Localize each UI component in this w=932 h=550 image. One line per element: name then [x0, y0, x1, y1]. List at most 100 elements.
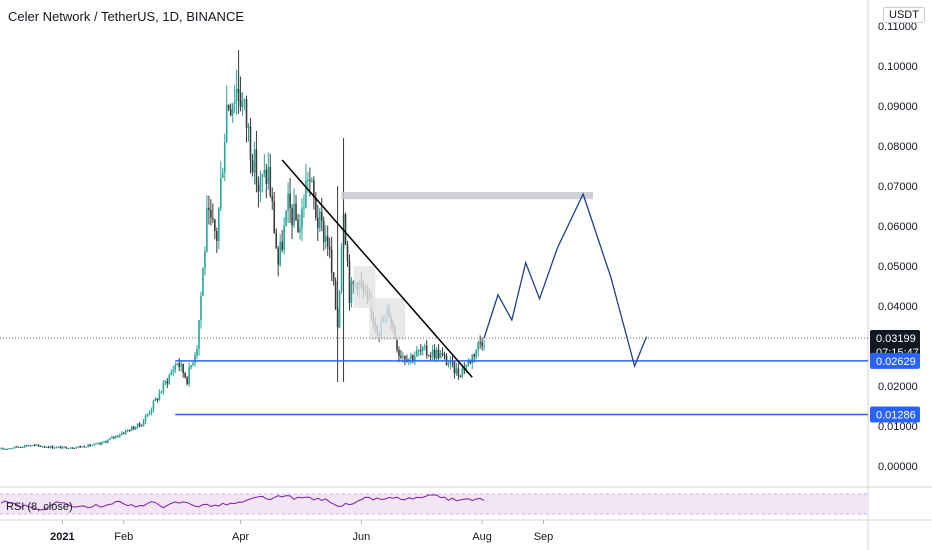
candle-body: [291, 207, 293, 226]
candle: [25, 444, 28, 447]
candle: [265, 163, 268, 199]
candle-body: [120, 433, 123, 435]
candle-body: [35, 444, 38, 446]
candle-body: [146, 414, 149, 417]
candle: [35, 443, 38, 446]
candle: [416, 345, 418, 357]
candle: [113, 436, 115, 440]
candle-body: [122, 433, 125, 435]
candle: [162, 380, 165, 396]
candle-body: [69, 447, 72, 449]
candle-body: [200, 295, 202, 321]
candle: [53, 446, 56, 449]
candle: [156, 398, 159, 403]
candle-body: [79, 446, 81, 448]
currency-button[interactable]: USDT: [883, 7, 925, 23]
candle: [204, 246, 206, 276]
candle-body: [12, 447, 14, 449]
candle: [465, 364, 468, 374]
candle: [326, 225, 329, 257]
candle: [71, 446, 74, 449]
candle: [142, 418, 145, 427]
candle: [14, 446, 16, 449]
candle: [346, 240, 349, 267]
candle: [340, 243, 343, 295]
candle: [408, 358, 410, 366]
candle: [188, 362, 190, 387]
candle: [79, 445, 81, 449]
candle: [23, 444, 26, 449]
candle: [115, 435, 117, 439]
candle-body: [311, 180, 313, 182]
candle-body: [57, 446, 60, 448]
candle-body: [229, 109, 232, 116]
candle: [111, 435, 113, 439]
candle: [146, 413, 149, 418]
candle-body: [414, 356, 416, 361]
candle-body: [332, 272, 335, 282]
candle: [467, 358, 470, 367]
candle-body: [481, 342, 483, 347]
candle: [449, 356, 452, 370]
candle: [253, 141, 256, 185]
candle: [241, 91, 244, 116]
candle: [271, 187, 274, 210]
candle: [475, 349, 477, 360]
candle-body: [33, 445, 36, 447]
candle-body: [324, 235, 327, 243]
candle-body: [429, 356, 432, 358]
candle: [283, 217, 285, 255]
candle: [152, 399, 155, 413]
candle: [469, 359, 472, 365]
candle-body: [281, 241, 283, 250]
candle: [51, 445, 54, 449]
candle-body: [320, 211, 323, 221]
y-tick-label: 0.08000: [878, 141, 918, 153]
candle-body: [449, 360, 452, 364]
candle-body: [41, 446, 44, 448]
candle-body: [315, 197, 317, 218]
candle: [324, 225, 327, 249]
candles: [0, 50, 485, 450]
candle-body: [309, 179, 311, 181]
candle: [293, 188, 295, 228]
candle: [49, 445, 52, 449]
candle-body: [259, 176, 262, 192]
candle-body: [117, 435, 119, 437]
candle-body: [346, 244, 349, 262]
candle: [303, 194, 305, 218]
candle: [289, 178, 291, 223]
candle-body: [113, 436, 115, 438]
candle: [291, 204, 293, 240]
candle-body: [330, 249, 333, 273]
candle: [429, 352, 432, 361]
candle: [144, 413, 147, 425]
rsi-band: [0, 494, 868, 514]
candle-body: [115, 435, 117, 438]
candle: [433, 344, 436, 362]
candle-body: [154, 398, 157, 401]
candle-body: [289, 193, 291, 208]
candle-body: [119, 434, 121, 437]
candle-body: [124, 430, 127, 434]
candle: [285, 209, 287, 227]
candle-body: [283, 225, 285, 250]
candle: [43, 445, 46, 449]
candle-body: [27, 445, 30, 447]
candle-body: [271, 195, 274, 202]
candle-body: [148, 412, 151, 415]
candle: [437, 344, 440, 360]
candle: [447, 361, 450, 368]
candle-body: [233, 101, 236, 104]
candle: [124, 429, 127, 436]
candle-body: [140, 425, 143, 427]
candle: [6, 448, 8, 450]
rsi-line: [0, 494, 485, 511]
candle-body: [400, 355, 402, 358]
candle-body: [437, 349, 440, 359]
candle-body: [51, 446, 54, 448]
candle: [275, 228, 278, 249]
candle: [317, 204, 319, 242]
candle-body: [273, 201, 276, 234]
